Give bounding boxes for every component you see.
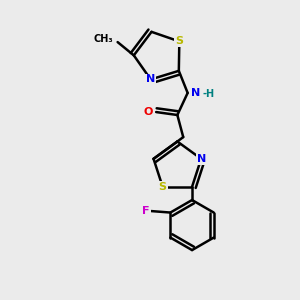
Text: O: O (144, 107, 153, 117)
Text: F: F (142, 206, 150, 216)
Text: -H: -H (203, 88, 215, 98)
Text: N: N (190, 88, 200, 98)
Text: N: N (146, 74, 155, 84)
Text: S: S (175, 36, 183, 46)
Text: S: S (159, 182, 167, 192)
Text: N: N (196, 154, 206, 164)
Text: CH₃: CH₃ (94, 34, 113, 44)
